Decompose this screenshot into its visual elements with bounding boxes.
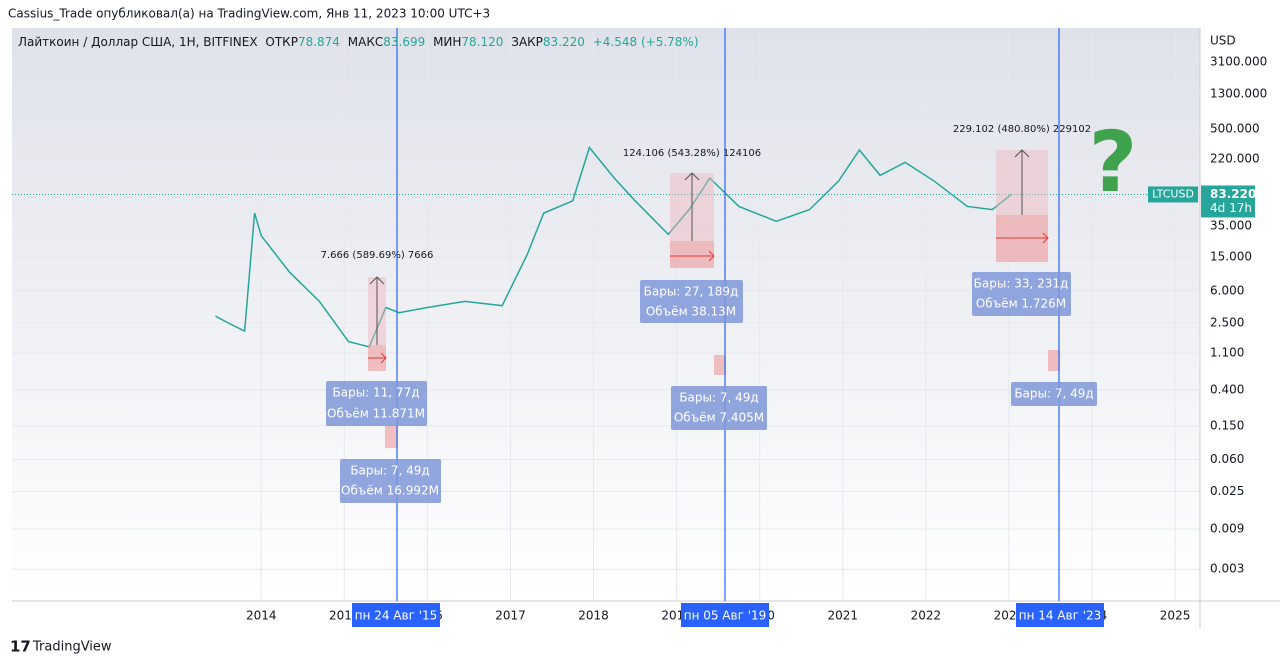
info-box	[972, 272, 1071, 316]
last-price-label: 83.220	[1210, 187, 1256, 201]
info-text: Объём 7.405M	[674, 411, 764, 425]
info-text: Объём 11.871M	[327, 407, 425, 421]
info-text: Бары: 27, 189д	[644, 285, 739, 299]
date-label: пн 14 Авг '23	[1019, 609, 1102, 623]
price-tag-bg	[1148, 186, 1198, 203]
measure-arrow	[368, 232, 1049, 364]
y-tick-label: 500.000	[1210, 121, 1260, 135]
legend: Лайткоин / Доллар США, 1H, BITFINEX ОТКР…	[18, 35, 699, 49]
measures: 7.666 (589.69%) 7666 124.106 (543.28%) 1…	[321, 124, 1091, 448]
measure-box	[714, 355, 726, 375]
y-tick-label: 1.100	[1210, 345, 1244, 359]
date-label-bg	[681, 603, 769, 627]
x-tick-label: 2025	[1160, 609, 1191, 623]
info-text: Объём 16.992M	[341, 484, 439, 498]
footer: TradingView	[32, 640, 112, 655]
label: ОТКР	[265, 35, 298, 49]
y-tick-label: 0.009	[1210, 521, 1244, 535]
price-tag-ticker: LTCUSD	[1152, 187, 1194, 200]
label: МИН	[433, 35, 461, 49]
info-text: Бары: 7, 49д	[679, 391, 758, 405]
label: МАКС	[348, 35, 383, 49]
logo-mark: 𝟭𝟳	[10, 638, 31, 656]
measure-box	[385, 425, 398, 448]
x-tick-label: 2017	[495, 609, 526, 623]
date-label: пн 24 Авг '15	[355, 609, 438, 623]
y-tick-label: 0.060	[1210, 452, 1244, 466]
countdown: 4d 17h	[1210, 201, 1252, 215]
measure-label: 229.102 (480.80%) 229102	[953, 124, 1091, 135]
header-bg	[0, 0, 1280, 27]
header: Cassius_Trade опубликовал(а) на TradingV…	[8, 7, 490, 21]
info-box	[340, 459, 441, 503]
info-text: Бары: 33, 231д	[974, 277, 1069, 291]
x-tick-label: 2021	[827, 609, 858, 623]
info-box	[640, 280, 743, 323]
question-mark: ?	[1089, 113, 1138, 211]
price-tag-bg	[1201, 185, 1255, 218]
y-tick-label: 35.000	[1210, 219, 1252, 233]
info-text: Бары: 7, 49д	[1014, 387, 1093, 401]
y-tick-label: 0.003	[1210, 562, 1244, 576]
y-tick-label: 1300.000	[1210, 86, 1267, 100]
y-tick-label: 220.000	[1210, 151, 1260, 165]
y-tick-label: 0.400	[1210, 382, 1244, 396]
measure-label: 124.106 (543.28%) 124106	[623, 148, 761, 159]
info-text: Бары: 11, 77д	[333, 386, 420, 400]
x-tick-label: 2015	[329, 609, 360, 623]
y-tick-label: 15.000	[1210, 250, 1252, 264]
x-tick-label: 2018	[578, 609, 609, 623]
value: 78.874	[298, 35, 340, 49]
change: +4.548 (+5.78%)	[593, 35, 699, 49]
info-text: Объём 1.726M	[976, 297, 1066, 311]
y-tick-label: 0.025	[1210, 484, 1244, 498]
measure-label: 7.666 (589.69%) 7666	[321, 250, 434, 261]
date-label: пн 05 Авг '19	[684, 609, 767, 623]
measure-box	[670, 241, 714, 268]
x-tick-label: 2014	[246, 609, 277, 623]
y-tick-label: 0.150	[1210, 418, 1244, 432]
info-box	[1011, 382, 1097, 406]
value: 83.699	[383, 35, 425, 49]
info-box	[326, 381, 427, 426]
x-tick-label: 2022	[911, 609, 942, 623]
y-tick-label: 2.500	[1210, 315, 1244, 329]
value: 78.120	[461, 35, 503, 49]
symbol: Лайткоин / Доллар США, 1H, BITFINEX	[18, 35, 258, 49]
y-axis-label: USD	[1210, 34, 1236, 48]
measure-box	[1048, 350, 1060, 371]
info-text: Бары: 7, 49д	[350, 464, 429, 478]
price-line	[215, 145, 1012, 348]
date-label-bg	[352, 603, 440, 627]
info-text: Объём 38.13M	[646, 305, 736, 319]
value: 83.220	[543, 35, 585, 49]
date-label-bg	[1016, 603, 1104, 627]
label: ЗАКР	[511, 35, 543, 49]
info-box	[671, 386, 767, 430]
y-tick-label: 3100.000	[1210, 54, 1267, 68]
measure-arrow	[369, 149, 1030, 345]
y-tick-label: 6.000	[1210, 283, 1244, 297]
